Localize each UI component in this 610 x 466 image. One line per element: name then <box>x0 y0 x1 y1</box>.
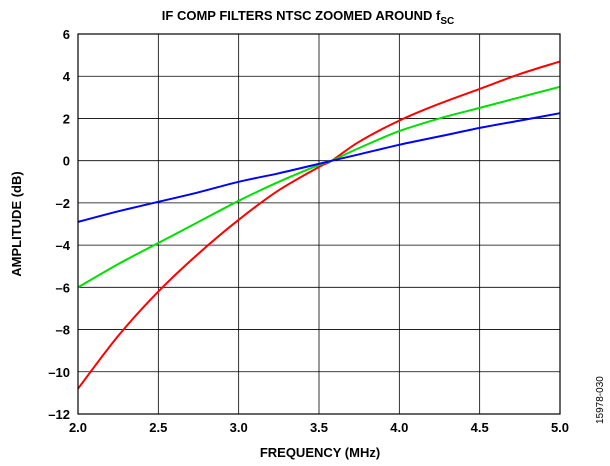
series-layer <box>77 60 561 390</box>
y-tick-label: –10 <box>48 365 70 380</box>
x-tick-label: 3.0 <box>230 420 248 435</box>
y-tick-labels: 6 4 2 0 –2 –4 –6 –8 –10 –12 <box>48 27 70 422</box>
chart-title: IF COMP FILTERS NTSC ZOOMED AROUND fSC <box>162 8 454 27</box>
x-tick-label: 3.5 <box>310 420 328 435</box>
figure-id: 15978-030 <box>595 376 606 424</box>
y-tick-label: 0 <box>63 154 70 169</box>
x-tick-label: 4.5 <box>471 420 489 435</box>
x-tick-label: 5.0 <box>551 420 569 435</box>
y-tick-label: –2 <box>56 196 70 211</box>
y-tick-label: –8 <box>56 323 70 338</box>
series-line-blue <box>77 112 561 223</box>
x-tick-labels: 2.0 2.5 3.0 3.5 4.0 4.5 5.0 <box>69 420 569 435</box>
y-tick-label: 2 <box>63 111 70 126</box>
y-tick-label: 4 <box>63 69 71 84</box>
y-tick-label: –12 <box>48 407 70 422</box>
y-tick-label: –4 <box>56 238 71 253</box>
series-line-red <box>77 60 561 390</box>
x-tick-label: 2.0 <box>69 420 87 435</box>
y-tick-label: 6 <box>63 27 70 42</box>
y-tick-label: –6 <box>56 280 70 295</box>
x-axis-label: FREQUENCY (MHz) <box>260 445 380 460</box>
plot-frame <box>77 33 561 415</box>
x-tick-label: 2.5 <box>149 420 167 435</box>
y-axis-label: AMPLITUDE (dB) <box>9 171 24 276</box>
x-tick-label: 4.0 <box>390 420 408 435</box>
grid <box>78 34 560 414</box>
